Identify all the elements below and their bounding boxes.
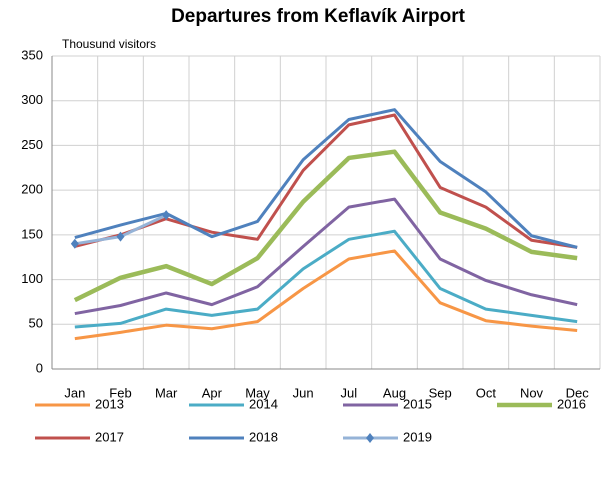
x-tick-label: Dec (566, 385, 590, 400)
x-tick-label: Nov (520, 385, 544, 400)
series-line (74, 108, 578, 249)
legend-label: 2019 (403, 429, 432, 444)
x-tick-label: Jan (64, 385, 85, 400)
y-tick-label: 350 (21, 47, 43, 62)
legend-marker (366, 433, 374, 443)
legend-label: 2016 (557, 396, 586, 411)
x-tick-label: May (245, 385, 270, 400)
series-line (74, 113, 578, 249)
legend-label: 2015 (403, 396, 432, 411)
y-tick-label: 250 (21, 137, 43, 152)
marker (162, 210, 171, 221)
y-tick-label: 50 (29, 316, 43, 331)
series-line (74, 249, 578, 341)
legend-label: 2013 (95, 396, 124, 411)
series-line (74, 229, 578, 329)
y-tick-label: 0 (36, 360, 43, 375)
x-tick-label: Sep (429, 385, 452, 400)
x-tick-label: Feb (109, 385, 131, 400)
x-tick-label: Apr (202, 385, 223, 400)
y-tick-label: 150 (21, 226, 43, 241)
y-tick-label: 200 (21, 182, 43, 197)
y-tick-label: 300 (21, 92, 43, 107)
series-line (74, 197, 578, 316)
x-tick-label: Jun (293, 385, 314, 400)
y-tick-label: 100 (21, 271, 43, 286)
legend-label: 2017 (95, 429, 124, 444)
legend-label: 2018 (249, 429, 278, 444)
legend-label: 2014 (249, 396, 278, 411)
x-tick-label: Oct (476, 385, 497, 400)
marker (70, 238, 79, 249)
chart-title: Departures from Keflavík Airport (171, 6, 466, 27)
x-tick-label: Mar (155, 385, 178, 400)
y-axis-label: Thousund visitors (62, 37, 156, 51)
marker (116, 231, 125, 242)
x-tick-label: Aug (383, 385, 406, 400)
x-tick-label: Jul (341, 385, 358, 400)
series-line (73, 149, 578, 303)
